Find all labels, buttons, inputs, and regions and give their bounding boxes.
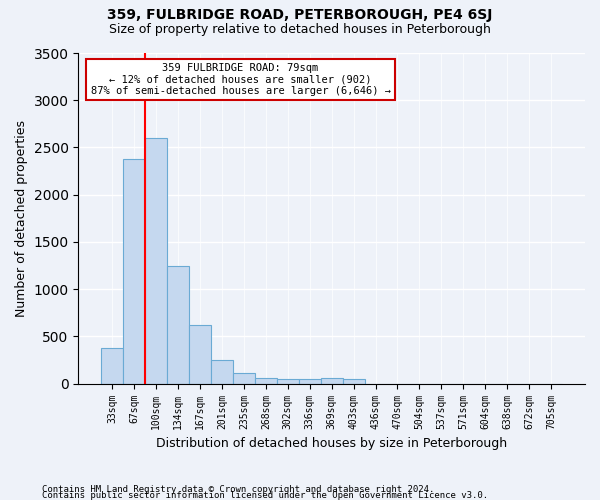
Bar bbox=[343, 379, 365, 384]
Bar bbox=[255, 378, 277, 384]
Text: 359 FULBRIDGE ROAD: 79sqm
← 12% of detached houses are smaller (902)
87% of semi: 359 FULBRIDGE ROAD: 79sqm ← 12% of detac… bbox=[91, 63, 391, 96]
Text: Contains public sector information licensed under the Open Government Licence v3: Contains public sector information licen… bbox=[42, 490, 488, 500]
Text: 359, FULBRIDGE ROAD, PETERBOROUGH, PE4 6SJ: 359, FULBRIDGE ROAD, PETERBOROUGH, PE4 6… bbox=[107, 8, 493, 22]
Text: Size of property relative to detached houses in Peterborough: Size of property relative to detached ho… bbox=[109, 22, 491, 36]
Bar bbox=[189, 324, 211, 384]
Bar bbox=[233, 374, 255, 384]
Y-axis label: Number of detached properties: Number of detached properties bbox=[15, 120, 28, 317]
Bar bbox=[299, 380, 321, 384]
Bar bbox=[167, 266, 189, 384]
Text: Contains HM Land Registry data © Crown copyright and database right 2024.: Contains HM Land Registry data © Crown c… bbox=[42, 484, 434, 494]
Bar bbox=[145, 138, 167, 384]
Bar bbox=[321, 378, 343, 384]
Bar bbox=[277, 379, 299, 384]
Bar bbox=[124, 160, 145, 384]
X-axis label: Distribution of detached houses by size in Peterborough: Distribution of detached houses by size … bbox=[156, 437, 507, 450]
Bar bbox=[101, 348, 124, 384]
Bar bbox=[211, 360, 233, 384]
